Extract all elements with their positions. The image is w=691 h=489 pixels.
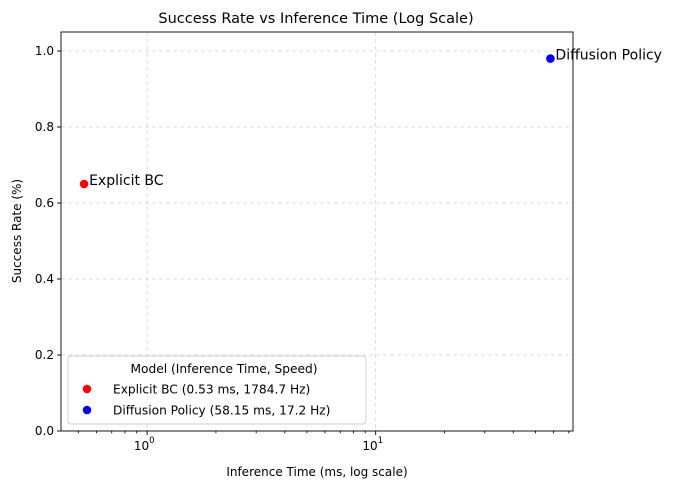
x-tick-label: 10 1 [362, 436, 383, 453]
x-axis-label: Inference Time (ms, log scale) [226, 465, 407, 479]
data-point [546, 54, 555, 63]
point-annotation: Explicit BC [89, 173, 164, 189]
point-annotations: Explicit BC Diffusion Policy [89, 48, 662, 189]
data-point [79, 179, 89, 189]
legend-entry-label: Explicit BC (0.53 ms, 1784.7 Hz) [113, 383, 310, 397]
legend: Model (Inference Time, Speed) Explicit B… [67, 355, 367, 425]
point-annotation: Diffusion Policy [555, 48, 662, 64]
x-tick-label-base: 10 [134, 439, 149, 453]
grid [61, 32, 573, 432]
plot-frame [60, 31, 574, 432]
y-tick-label: 0.4 [35, 272, 54, 286]
y-tick-label: 0.2 [35, 348, 54, 362]
chart-title: Success Rate vs Inference Time (Log Scal… [158, 11, 473, 27]
legend-entry-label: Diffusion Policy (58.15 ms, 17.2 Hz) [113, 404, 330, 418]
x-tick-label-exponent: 0 [149, 436, 154, 446]
y-tick-labels: 0.0 0.2 0.4 0.6 0.8 1.0 [35, 44, 54, 438]
data-points [79, 54, 555, 189]
y-tick-label: 0.6 [35, 196, 54, 210]
x-tick-label-exponent: 1 [378, 436, 383, 446]
legend-title: Model (Inference Time, Speed) [131, 362, 318, 376]
x-tick-label: 10 0 [134, 436, 155, 453]
legend-box [67, 355, 367, 425]
x-tick-labels: 10 0 10 1 [134, 436, 383, 453]
x-tick-label-base: 10 [362, 439, 377, 453]
axis-ticks [57, 50, 570, 435]
y-axis-label: Success Rate (%) [10, 179, 24, 283]
y-tick-label: 0.8 [35, 120, 54, 134]
legend-marker [82, 384, 92, 394]
y-tick-label: 0.0 [35, 424, 54, 438]
y-tick-label: 1.0 [35, 44, 54, 58]
legend-marker [82, 405, 92, 415]
